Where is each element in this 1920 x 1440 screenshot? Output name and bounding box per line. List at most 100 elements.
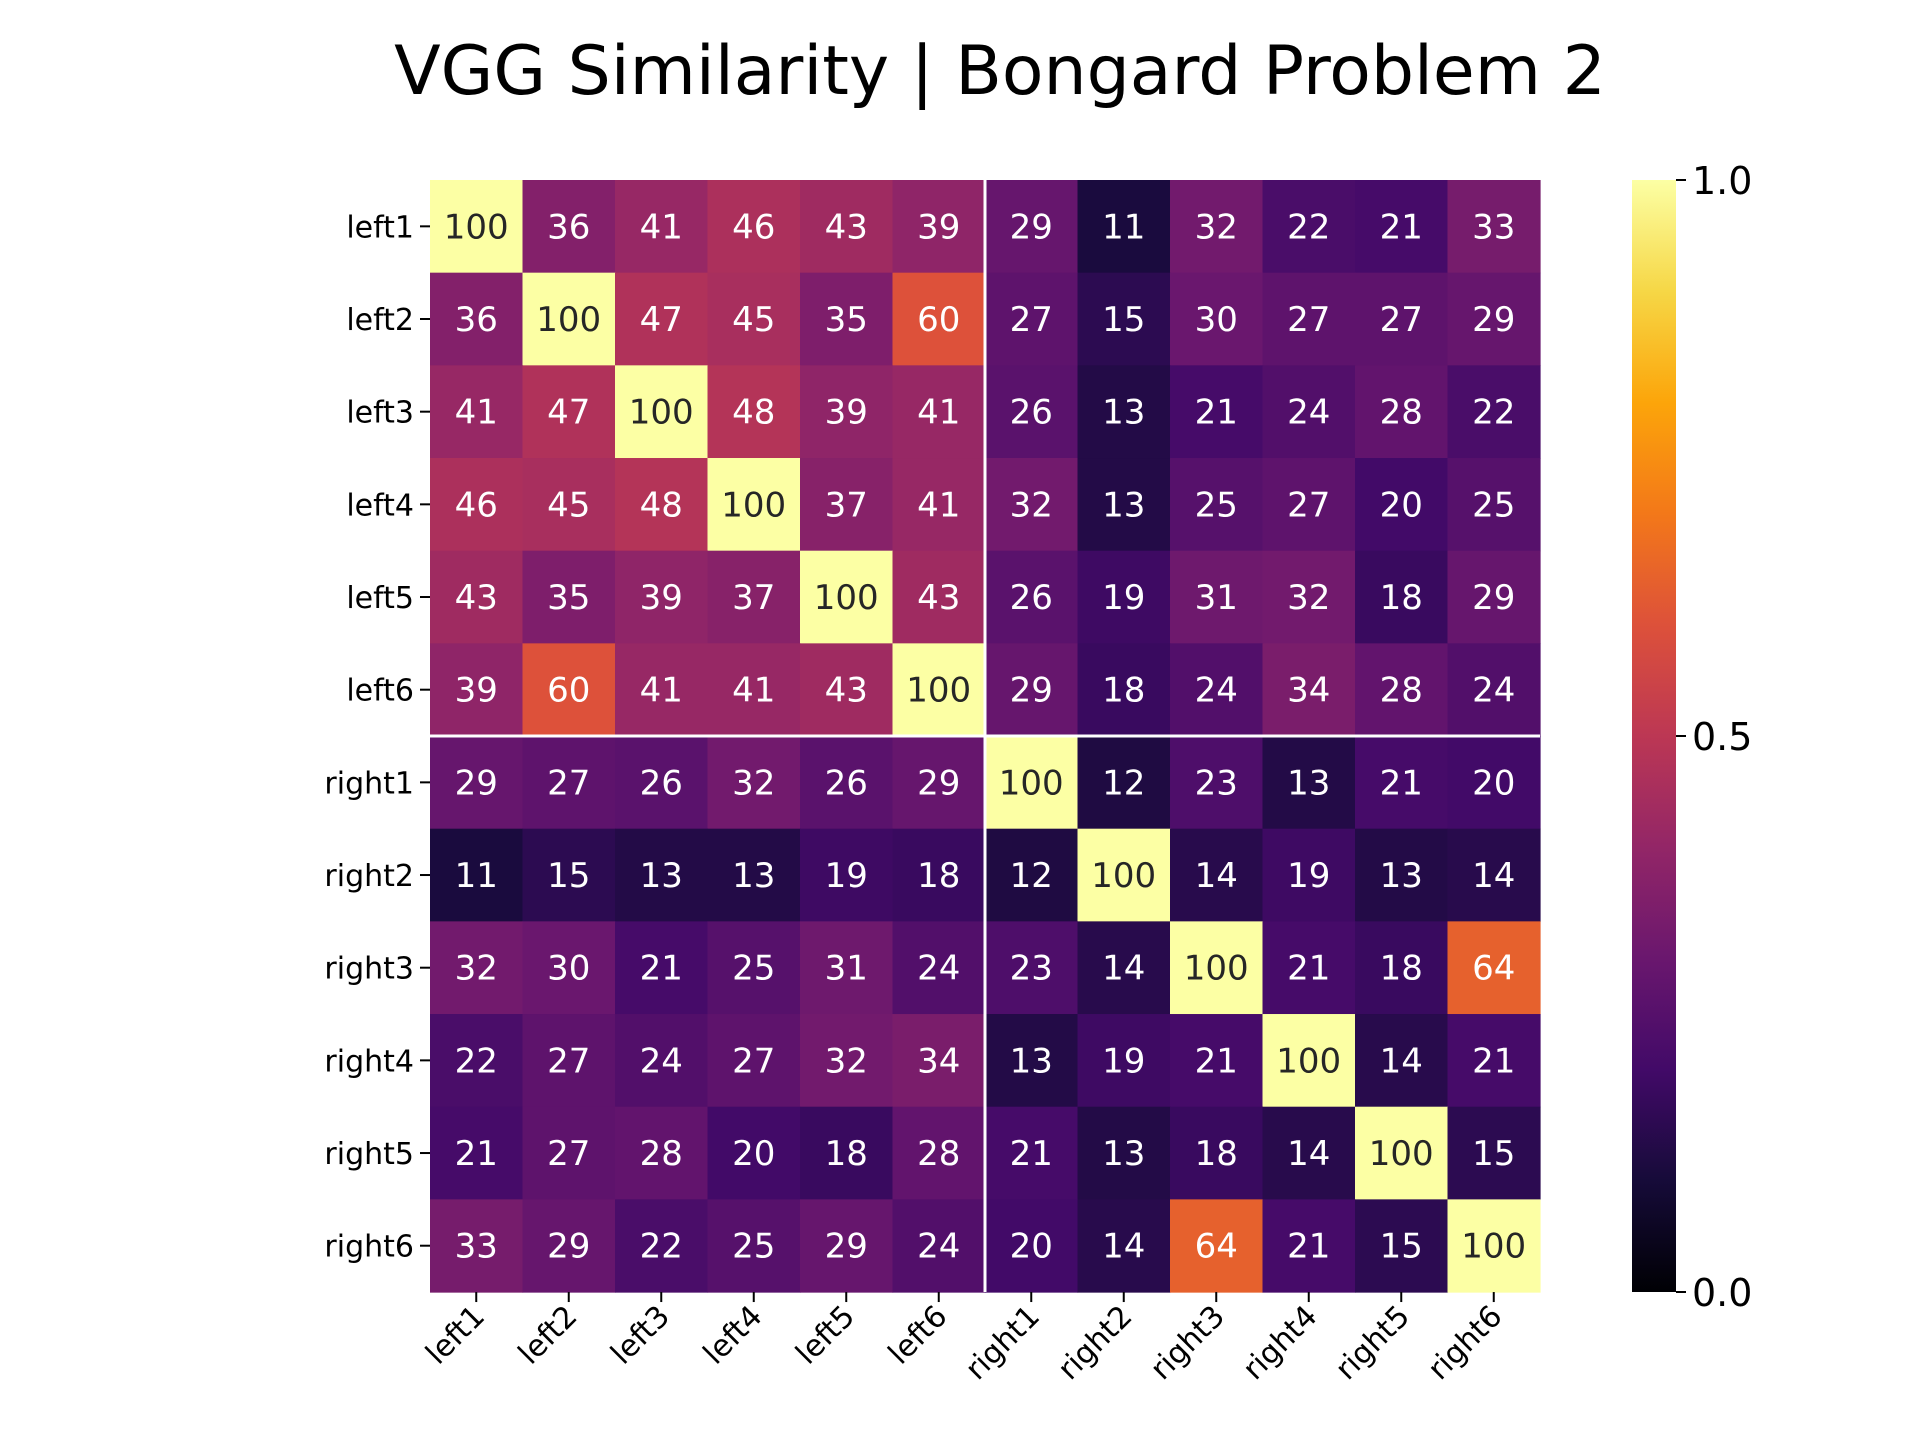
heatmap-cell <box>800 828 894 922</box>
cell-value-label: 64 <box>1472 949 1515 989</box>
cell-value-label: 35 <box>825 300 868 340</box>
y-tick-label: left1 <box>346 210 414 245</box>
cell-value-label: 39 <box>455 671 498 711</box>
cell-value-label: 24 <box>1472 671 1515 711</box>
cell-value-label: 45 <box>547 485 590 525</box>
heatmap-cell <box>1077 643 1171 737</box>
heatmap-cell <box>892 828 986 922</box>
cell-value-label: 29 <box>1472 300 1515 340</box>
heatmap-cell <box>1170 180 1264 274</box>
cell-value-label: 39 <box>917 207 960 247</box>
cell-value-label: 23 <box>1195 763 1238 803</box>
cell-value-label: 22 <box>1287 207 1330 247</box>
cell-value-label: 46 <box>732 207 775 247</box>
heatmap-cell <box>1447 1014 1541 1108</box>
cell-value-label: 20 <box>1010 1227 1053 1267</box>
colorbar-tick-label: 0.0 <box>1692 1271 1752 1315</box>
x-tick-label: right3 <box>1144 1299 1232 1387</box>
cell-value-label: 100 <box>629 393 694 433</box>
heatmap-cell <box>615 921 709 1015</box>
heatmap-cells: 100 36 41 46 43 39 29 11 32 22 21 33 36 100 47 45 35 60 27… <box>430 180 1541 1293</box>
cell-value-label: 32 <box>825 1041 868 1081</box>
heatmap-cell <box>985 1106 1079 1200</box>
heatmap-cell <box>707 828 801 922</box>
heatmap-cell <box>615 1106 709 1200</box>
cell-value-label: 21 <box>1380 207 1423 247</box>
cell-value-label: 14 <box>1380 1041 1423 1081</box>
y-tick-label: right6 <box>324 1230 414 1265</box>
cell-value-label: 21 <box>1195 393 1238 433</box>
heatmap-cell <box>522 180 616 274</box>
heatmap-cell <box>985 921 1079 1015</box>
cell-value-label: 29 <box>1010 671 1053 711</box>
colorbar-tick-label: 1.0 <box>1692 159 1752 203</box>
cell-value-label: 19 <box>1102 1041 1145 1081</box>
heatmap-cell <box>522 1106 616 1200</box>
cell-value-label: 100 <box>1184 949 1249 989</box>
cell-value-label: 14 <box>1102 949 1145 989</box>
heatmap-cell <box>1077 828 1171 922</box>
cell-value-label: 31 <box>1195 578 1238 618</box>
heatmap-cell <box>1077 458 1171 552</box>
cell-value-label: 14 <box>1195 856 1238 896</box>
cell-value-label: 31 <box>825 949 868 989</box>
cell-value-label: 24 <box>917 949 960 989</box>
cell-value-label: 27 <box>1287 300 1330 340</box>
cell-value-label: 28 <box>1380 393 1423 433</box>
cell-value-label: 14 <box>1287 1134 1330 1174</box>
cell-value-label: 25 <box>1472 485 1515 525</box>
y-tick-label: right4 <box>324 1044 414 1079</box>
cell-value-label: 18 <box>1195 1134 1238 1174</box>
heatmap-cell <box>1170 921 1264 1015</box>
cell-value-label: 29 <box>1010 207 1053 247</box>
heatmap-cell <box>1170 1106 1264 1200</box>
cell-value-label: 43 <box>825 207 868 247</box>
heatmap-cell <box>522 828 616 922</box>
cell-value-label: 34 <box>1287 671 1330 711</box>
heatmap-cell <box>1447 272 1541 366</box>
heatmap-cell <box>985 736 1079 830</box>
heatmap-cell <box>707 458 801 552</box>
cell-value-label: 48 <box>732 393 775 433</box>
cell-value-label: 18 <box>1102 671 1145 711</box>
heatmap-cell <box>615 272 709 366</box>
cell-value-label: 14 <box>1472 856 1515 896</box>
heatmap-cell <box>1447 550 1541 644</box>
cell-value-label: 29 <box>825 1227 868 1267</box>
cell-value-label: 26 <box>1010 393 1053 433</box>
x-tick-label: right4 <box>1236 1299 1324 1387</box>
y-tick-label: right5 <box>324 1137 414 1172</box>
heatmap-cell <box>1355 1199 1449 1293</box>
chart-title: VGG Similarity | Bongard Problem 2 <box>394 32 1606 111</box>
cell-value-label: 33 <box>455 1227 498 1267</box>
heatmap-cell <box>1077 1106 1171 1200</box>
cell-value-label: 46 <box>455 485 498 525</box>
cell-value-label: 30 <box>1195 300 1238 340</box>
heatmap-cell <box>1447 1106 1541 1200</box>
heatmap-cell <box>892 365 986 459</box>
heatmap-cell <box>1077 1199 1171 1293</box>
cell-value-label: 15 <box>1472 1134 1515 1174</box>
heatmap-cell <box>800 643 894 737</box>
cell-value-label: 19 <box>825 856 868 896</box>
heatmap-cell <box>800 1014 894 1108</box>
cell-value-label: 13 <box>1102 1134 1145 1174</box>
heatmap-cell <box>1447 1199 1541 1293</box>
x-tick-label: left1 <box>419 1299 492 1372</box>
heatmap-cell <box>892 1199 986 1293</box>
heatmap-cell <box>892 550 986 644</box>
heatmap-cell <box>892 180 986 274</box>
heatmap-cell <box>985 272 1079 366</box>
cell-value-label: 26 <box>640 763 683 803</box>
heatmap-cell <box>430 643 524 737</box>
heatmap-cell <box>892 736 986 830</box>
cell-value-label: 22 <box>640 1227 683 1267</box>
cell-value-label: 100 <box>1091 856 1156 896</box>
heatmap-cell <box>800 1199 894 1293</box>
cell-value-label: 41 <box>640 671 683 711</box>
heatmap-cell <box>1262 1106 1356 1200</box>
heatmap-cell <box>985 1199 1079 1293</box>
heatmap-cell <box>1170 1014 1264 1108</box>
cell-value-label: 37 <box>732 578 775 618</box>
cell-value-label: 41 <box>640 207 683 247</box>
